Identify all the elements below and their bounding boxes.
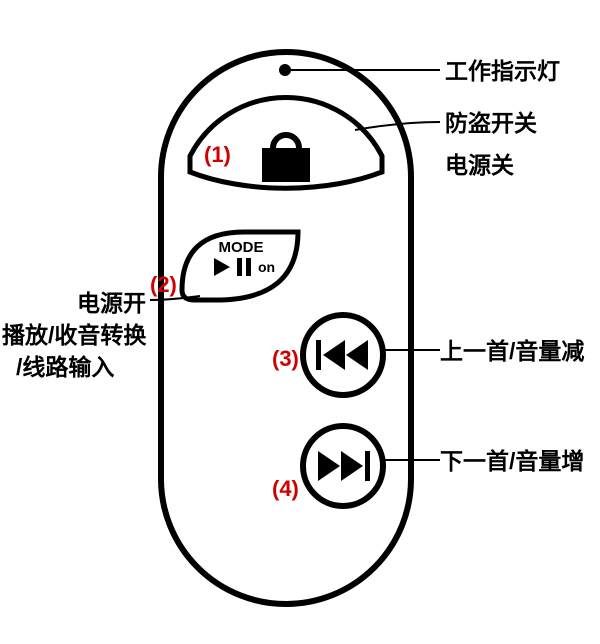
diagram-canvas: MODE on (0, 0, 600, 644)
indicator-led (279, 64, 291, 76)
annot-lock-line2: 电源关 (445, 150, 514, 181)
annot-mode-line2: 播放/收音转换 (2, 320, 146, 351)
annot-led: 工作指示灯 (445, 56, 560, 87)
annot-mode-line3: /线路输入 (16, 352, 114, 383)
annot-prev: 上一首/音量减 (440, 336, 584, 367)
annot-mode-line1: 电源开 (6, 288, 146, 319)
annot-lock-line1: 防盗开关 (445, 108, 537, 139)
on-label: on (258, 259, 275, 275)
label-2: (2) (150, 272, 177, 298)
annot-next: 下一首/音量增 (440, 446, 584, 477)
label-1: (1) (204, 142, 231, 168)
mode-label: MODE (219, 239, 264, 256)
label-4: (4) (272, 476, 299, 502)
label-3: (3) (272, 346, 299, 372)
